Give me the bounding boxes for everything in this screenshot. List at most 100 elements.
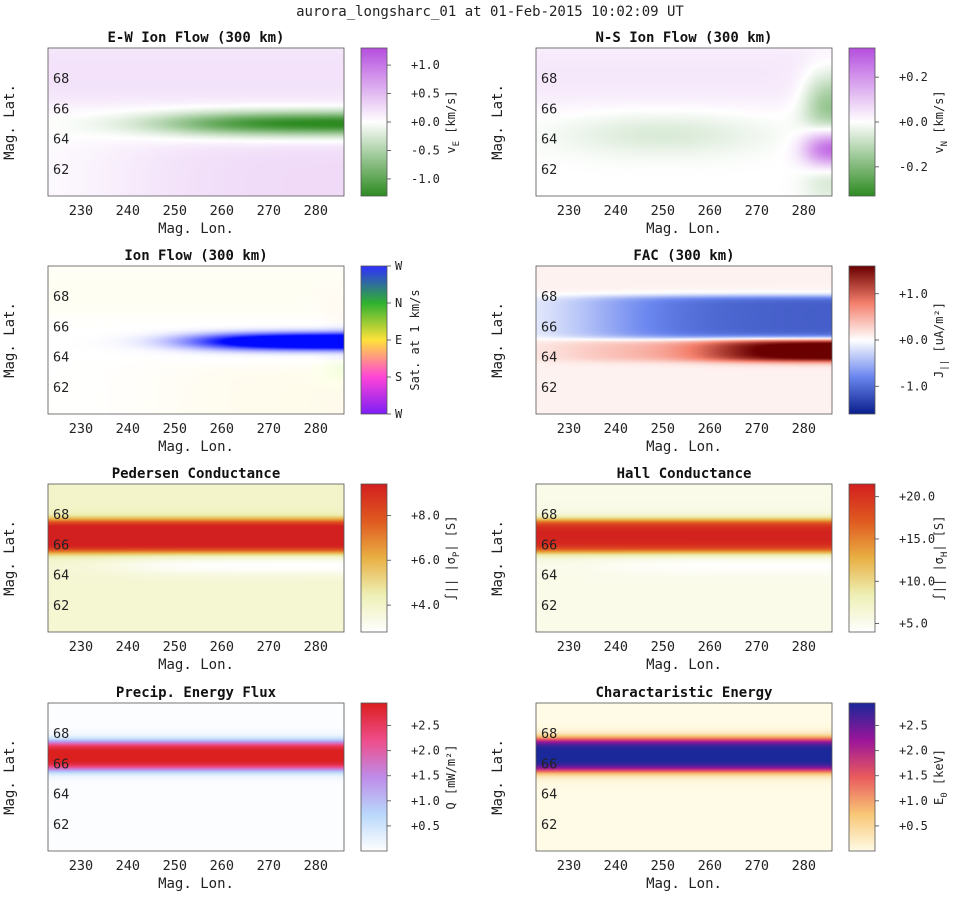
panel-precip-energy-flux: Precip. Energy Flux 230 240 250 260 270 280 62 6…: [2, 685, 458, 892]
colorbar-label-sub: E: [452, 141, 462, 146]
x-tick-label: 250: [651, 639, 675, 655]
x-tick-label: 230: [557, 639, 581, 655]
colorbar-tick-label: -1.0: [411, 172, 440, 186]
y-tick-label: 64: [541, 568, 557, 584]
x-tick-label: 270: [745, 858, 769, 874]
colorbar-tick-label: +1.5: [411, 769, 440, 783]
x-tick-label: 260: [210, 639, 234, 655]
panel-title: Hall Conductance: [617, 466, 752, 482]
colorbar-tick-label: W: [395, 407, 403, 421]
colorbar-label-unit: [keV]: [932, 749, 946, 792]
y-tick-label: 68: [53, 507, 69, 523]
panel-e-w-ion-flow-300-km: E-W Ion Flow (300 km) 230 240 250 260 270 280 6…: [2, 30, 462, 237]
x-tick-label: 240: [604, 421, 628, 437]
panel-fac-300-km: FAC (300 km) 230 240 250 260 270 280 62 64 66 68 Ma…: [490, 248, 950, 455]
colorbar-tick-label: +5.0: [899, 617, 928, 631]
colorbar-label-unit: | [S]: [932, 516, 946, 552]
y-axis-label: Mag. Lat.: [490, 520, 506, 596]
colorbar-label-unit: [uA/m²]: [932, 302, 946, 360]
x-tick-label: 280: [304, 639, 328, 655]
x-tick-label: 250: [651, 858, 675, 874]
x-axis-label: Mag. Lon.: [646, 657, 722, 673]
x-tick-label: 250: [163, 203, 187, 219]
panel-pedersen-conductance: Pedersen Conductance 230 240 250 260 270 280 62…: [2, 466, 462, 673]
heatmap-image: [536, 48, 832, 196]
x-tick-label: 260: [698, 639, 722, 655]
colorbar-label: vE [km/s]: [444, 90, 462, 153]
panel-title: Pedersen Conductance: [112, 466, 281, 482]
colorbar-label-sub: N: [940, 141, 950, 146]
colorbar-label-sub: H: [940, 552, 950, 557]
y-tick-label: 64: [541, 132, 557, 148]
x-tick-label: 280: [792, 639, 816, 655]
colorbar-tick-label: +2.5: [411, 719, 440, 733]
colorbar-tick-label: -1.0: [899, 379, 928, 393]
colorbar-tick-label: +2.5: [899, 719, 928, 733]
x-tick-label: 270: [745, 639, 769, 655]
x-tick-label: 250: [651, 421, 675, 437]
y-tick-label: 66: [53, 756, 69, 772]
x-axis-label: Mag. Lon.: [158, 439, 234, 455]
colorbar-frame: [848, 702, 876, 852]
x-tick-label: 270: [257, 421, 281, 437]
colorbar-tick-label: N: [395, 296, 402, 310]
colorbar-label-sub: ||: [940, 360, 950, 371]
x-axis-label: Mag. Lon.: [158, 221, 234, 237]
y-axis-label: Mag. Lat.: [2, 302, 18, 378]
x-tick-label: 240: [116, 203, 140, 219]
y-tick-label: 62: [53, 598, 69, 614]
y-axis-label: Mag. Lat.: [2, 520, 18, 596]
x-tick-label: 280: [792, 858, 816, 874]
y-axis-label: Mag. Lat.: [2, 739, 18, 815]
x-tick-label: 230: [69, 639, 93, 655]
x-tick-label: 230: [557, 421, 581, 437]
colorbar-label: Sat. at 1 km/s: [408, 289, 422, 390]
x-tick-label: 280: [792, 203, 816, 219]
y-axis-label: Mag. Lat.: [490, 302, 506, 378]
colorbar-tick-label: +0.0: [899, 115, 928, 129]
colorbar-label-main: J: [932, 371, 946, 378]
y-tick-label: 64: [53, 568, 69, 584]
x-tick-label: 250: [651, 203, 675, 219]
y-tick-label: 62: [53, 817, 69, 833]
y-axis-label: Mag. Lat.: [490, 739, 506, 815]
x-tick-label: 270: [745, 421, 769, 437]
y-tick-label: 68: [541, 726, 557, 742]
heatmap-image: [536, 703, 832, 851]
y-tick-label: 66: [53, 101, 69, 117]
x-tick-label: 250: [163, 421, 187, 437]
colorbar-tick-label: +15.0: [899, 532, 935, 546]
colorbar: [361, 266, 387, 414]
colorbar-tick-label: +0.2: [899, 70, 928, 84]
x-tick-label: 260: [210, 858, 234, 874]
colorbar: [849, 266, 875, 414]
plot-frame: [535, 47, 833, 197]
x-tick-label: 230: [557, 203, 581, 219]
colorbar-tick-label: S: [395, 370, 402, 384]
panel-ion-flow-300-km: Ion Flow (300 km) 230 240 250 260 270 280 62 64 6…: [2, 248, 422, 455]
colorbar-frame: [360, 702, 388, 852]
y-tick-label: 64: [53, 787, 69, 803]
y-tick-label: 62: [541, 817, 557, 833]
colorbar-tick-label: W: [395, 259, 403, 273]
y-tick-label: 62: [53, 162, 69, 178]
colorbar-label-main: Sat. at 1 km/s: [408, 289, 422, 390]
colorbar-label-main: ∫|| |σ: [444, 557, 458, 600]
x-tick-label: 230: [69, 203, 93, 219]
x-tick-label: 250: [163, 858, 187, 874]
colorbar: [361, 484, 387, 632]
y-tick-label: 62: [541, 380, 557, 396]
colorbar-label: Q [mW/m²]: [444, 744, 458, 809]
colorbar-tick-label: +0.0: [411, 115, 440, 129]
x-tick-label: 260: [210, 421, 234, 437]
colorbar-tick-label: E: [395, 333, 402, 347]
panel-title: N-S Ion Flow (300 km): [595, 30, 772, 46]
colorbar-tick-label: +20.0: [899, 490, 935, 504]
y-axis-label: Mag. Lat.: [2, 84, 18, 160]
x-tick-label: 270: [257, 639, 281, 655]
x-axis-label: Mag. Lon.: [646, 876, 722, 892]
x-tick-label: 260: [698, 203, 722, 219]
panel-hall-conductance: Hall Conductance 230 240 250 260 270 280 62 64 66…: [490, 466, 950, 673]
x-axis-label: Mag. Lon.: [646, 439, 722, 455]
y-tick-label: 66: [541, 319, 557, 335]
